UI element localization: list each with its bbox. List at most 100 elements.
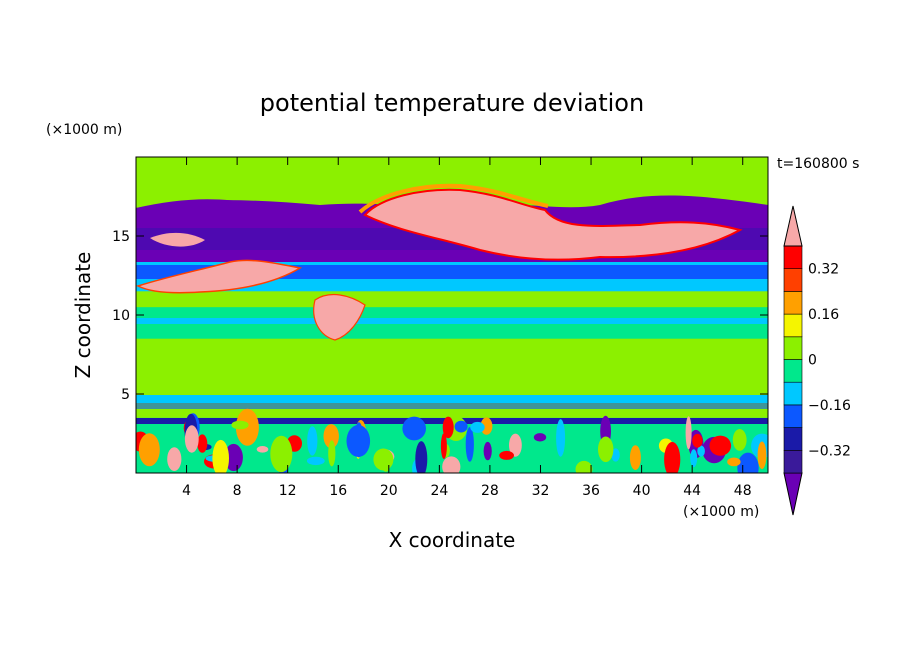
turbulence-cell (757, 441, 767, 470)
y-tick-label: 15 (112, 229, 130, 245)
colorbar-tick-label: −0.16 (808, 398, 851, 414)
turbulence-cell (323, 424, 339, 449)
center-pink-cloud (313, 293, 366, 341)
turbulence-cell (256, 446, 269, 453)
turbulence-cell (442, 456, 461, 473)
turbulence-cell (611, 448, 620, 462)
turbulence-cell (556, 419, 566, 457)
turbulence-cell (732, 429, 747, 451)
boundary-layer-cells (136, 408, 768, 473)
turbulence-cell (346, 425, 371, 457)
turbulence-cell (598, 436, 614, 463)
contour-features (136, 183, 768, 473)
x-tick-label: 12 (279, 483, 297, 499)
turbulence-cell (465, 427, 474, 462)
colorbar: 0.32 0.16 0 −0.16 −0.32 (783, 205, 851, 516)
y-tick-label: 10 (112, 308, 130, 324)
upper-orange-rim (358, 183, 549, 214)
turbulence-cell (690, 449, 698, 468)
upper-pink-plume (363, 188, 743, 261)
x-tick-label: 8 (233, 483, 242, 499)
turbulence-cell (415, 441, 428, 473)
chart-title: potential temperature deviation (260, 89, 644, 117)
turbulence-cell (480, 417, 493, 435)
colorbar-tick-label: 0.16 (808, 307, 839, 323)
turbulence-cell (499, 450, 514, 460)
y-unit-label: (×1000 m) (46, 122, 122, 138)
thin-cyan-line (136, 318, 768, 324)
x-tick-label: 36 (582, 483, 600, 499)
x-tick-label: 4 (182, 483, 191, 499)
x-tick-label: 40 (633, 483, 651, 499)
colorbar-segment (783, 404, 803, 428)
turbulence-cell (402, 416, 427, 441)
turbulence-cell (440, 433, 447, 459)
colorbar-segment (783, 313, 803, 338)
turbulence-cell (167, 447, 182, 471)
turbulence-cell (470, 421, 485, 433)
turbulence-cell (575, 460, 593, 473)
turbulence-cell (184, 425, 199, 453)
colorbar-segment (783, 245, 803, 270)
turbulence-cell (737, 452, 759, 473)
x-tick-label: 28 (481, 483, 499, 499)
x-tick-label: 32 (532, 483, 550, 499)
x-unit-label: (×1000 m) (683, 504, 759, 520)
turbulence-cell (685, 416, 692, 450)
turbulence-cell (454, 420, 468, 433)
colorbar-segment (783, 427, 803, 451)
mid-cyan-band (136, 279, 768, 289)
time-label: t=160800 s (777, 156, 859, 172)
x-tick-label: 24 (430, 483, 448, 499)
turbulence-cell (697, 445, 705, 457)
x-tick-label: 44 (683, 483, 701, 499)
turbulence-cell (270, 435, 293, 473)
colorbar-extend-high (783, 205, 803, 247)
turbulence-cell (709, 435, 732, 456)
turbulence-cell (138, 433, 160, 467)
turbulence-cell (212, 439, 229, 473)
lower-cyan-line (136, 395, 768, 403)
turbulence-cell (483, 441, 492, 461)
turbulence-cell (306, 456, 325, 466)
x-tick-label: 20 (380, 483, 398, 499)
colorbar-segment (783, 359, 803, 383)
y-axis: 5 10 15 (112, 229, 768, 403)
colorbar-segment (783, 268, 803, 292)
turbulence-cell (442, 416, 454, 439)
x-tick-label: 16 (329, 483, 347, 499)
turbulence-cell (381, 454, 391, 472)
x-axis-title: X coordinate (389, 528, 516, 552)
band-3 (136, 291, 768, 308)
colorbar-segment (783, 291, 803, 315)
x-tick-label: 48 (734, 483, 752, 499)
colorbar-segment (783, 381, 803, 406)
turbulence-cell (224, 443, 243, 472)
plot-area (136, 157, 768, 473)
left-pink-upper (150, 232, 205, 247)
turbulence-cell (231, 420, 249, 430)
turbulence-cell (664, 441, 681, 473)
colorbar-tick-label: −0.32 (808, 443, 851, 459)
turbulence-cell (509, 433, 522, 457)
turbulence-cell (692, 433, 703, 448)
colorbar-extend-low (783, 472, 803, 516)
turbulence-cell (533, 433, 547, 442)
y-tick-label: 5 (121, 387, 130, 403)
colorbar-tick-label: 0 (808, 353, 817, 369)
y-axis-title: Z coordinate (71, 252, 95, 379)
turbulence-cell (307, 426, 318, 456)
turbulence-cell (328, 440, 336, 467)
x-axis: 4 8 12 16 20 24 28 32 36 40 44 48 (182, 157, 752, 499)
turbulence-cell (235, 408, 259, 446)
colorbar-segment (783, 336, 803, 360)
turbulence-cell (629, 445, 641, 470)
turbulence-cell (727, 457, 741, 467)
colorbar-segment (783, 449, 803, 474)
left-purple-cap (136, 199, 260, 228)
lower-blue-line (136, 403, 768, 409)
turbulence-cell (197, 434, 208, 453)
left-pink-blob (136, 259, 303, 294)
colorbar-tick-label: 0.32 (808, 262, 839, 278)
